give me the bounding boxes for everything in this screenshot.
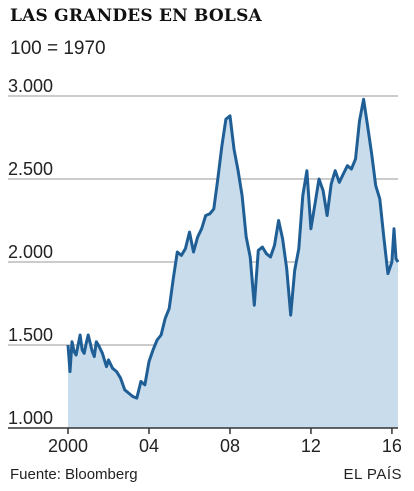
- y-tick-label: 1.000: [8, 408, 53, 428]
- y-tick-label: 2.000: [8, 242, 53, 262]
- y-tick-label: 3.000: [8, 76, 53, 96]
- x-tick-label: 04: [139, 436, 159, 456]
- source-note: Fuente: Bloomberg: [10, 466, 138, 483]
- series-line: [66, 97, 400, 400]
- series-area: [68, 99, 398, 429]
- y-tick-label: 2.500: [8, 159, 53, 179]
- y-tick-label: 1.500: [8, 325, 53, 345]
- chart-subtitle: 100 = 1970: [10, 38, 106, 59]
- publisher-brand: EL PAÍS: [343, 466, 402, 483]
- x-tick-label: 2000: [48, 436, 88, 456]
- axis-layer: [8, 427, 398, 434]
- x-tick-label: 16: [382, 436, 402, 456]
- x-tick-label: 08: [220, 436, 240, 456]
- chart-title: LAS GRANDES EN BOLSA: [10, 6, 262, 26]
- tick-label-layer: 1.000 1.500 2.000 2.500 3.000 2000 04 08 12 16: [8, 76, 402, 456]
- x-tick-label: 12: [301, 436, 321, 456]
